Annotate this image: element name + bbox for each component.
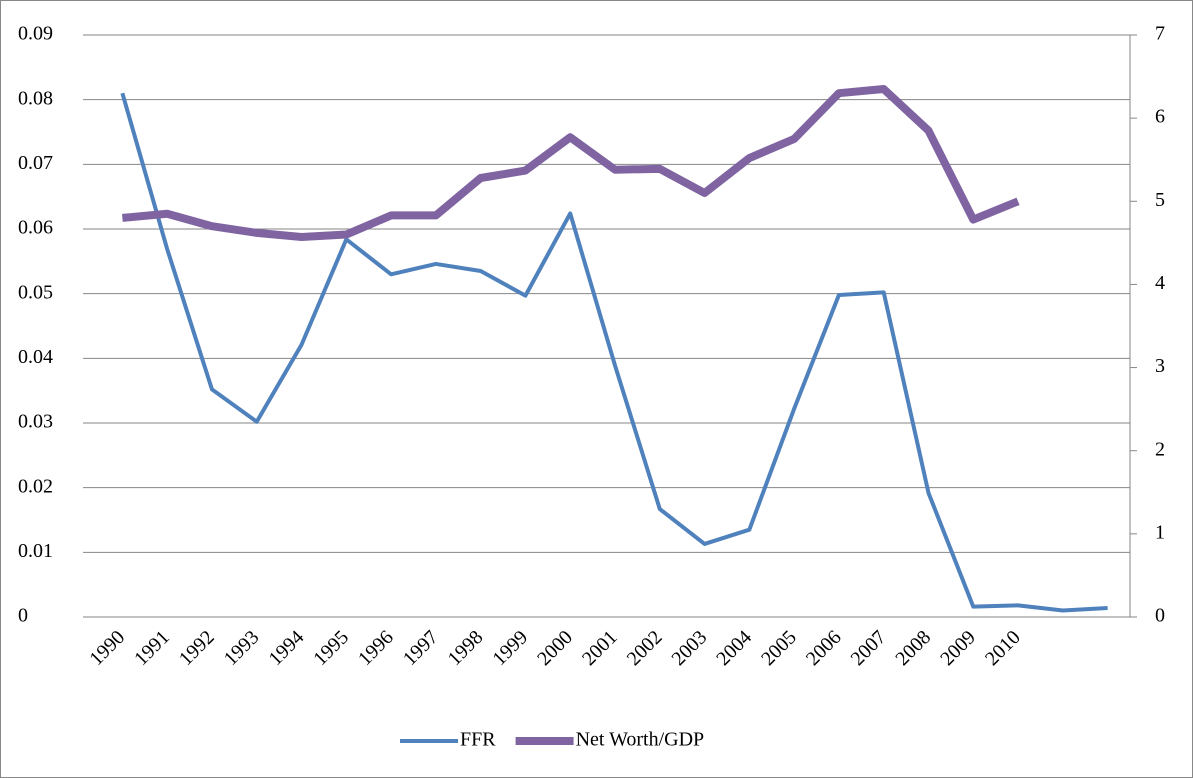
series-line (122, 85, 1020, 242)
y-tick-label: 0 (18, 605, 28, 627)
y-tick-label: 0.03 (18, 411, 53, 433)
y2-tick-label: 7 (1155, 23, 1165, 45)
y-tick-label: 0.04 (18, 346, 53, 368)
series-line (120, 92, 1108, 613)
y2-tick-label: 0 (1155, 605, 1165, 627)
y-tick-label: 0.01 (18, 540, 53, 562)
y-tick-label: 0.07 (18, 152, 53, 174)
y2-tick-label: 6 (1155, 106, 1165, 128)
y2-tick-label: 1 (1155, 521, 1165, 543)
y-tick-label: 0.05 (18, 281, 53, 303)
y2-tick-label: 4 (1155, 272, 1165, 294)
legend-label: Net Worth/GDP (576, 729, 705, 751)
y2-tick-label: 3 (1155, 355, 1165, 377)
y-tick-label: 0.08 (18, 87, 53, 109)
y-tick-label: 0.06 (18, 217, 53, 239)
y-tick-label: 0.02 (18, 475, 53, 497)
y2-tick-label: 2 (1155, 438, 1165, 460)
y2-tick-label: 5 (1155, 189, 1165, 211)
y-tick-label: 0.09 (18, 23, 53, 45)
legend-label: FFR (460, 729, 496, 751)
